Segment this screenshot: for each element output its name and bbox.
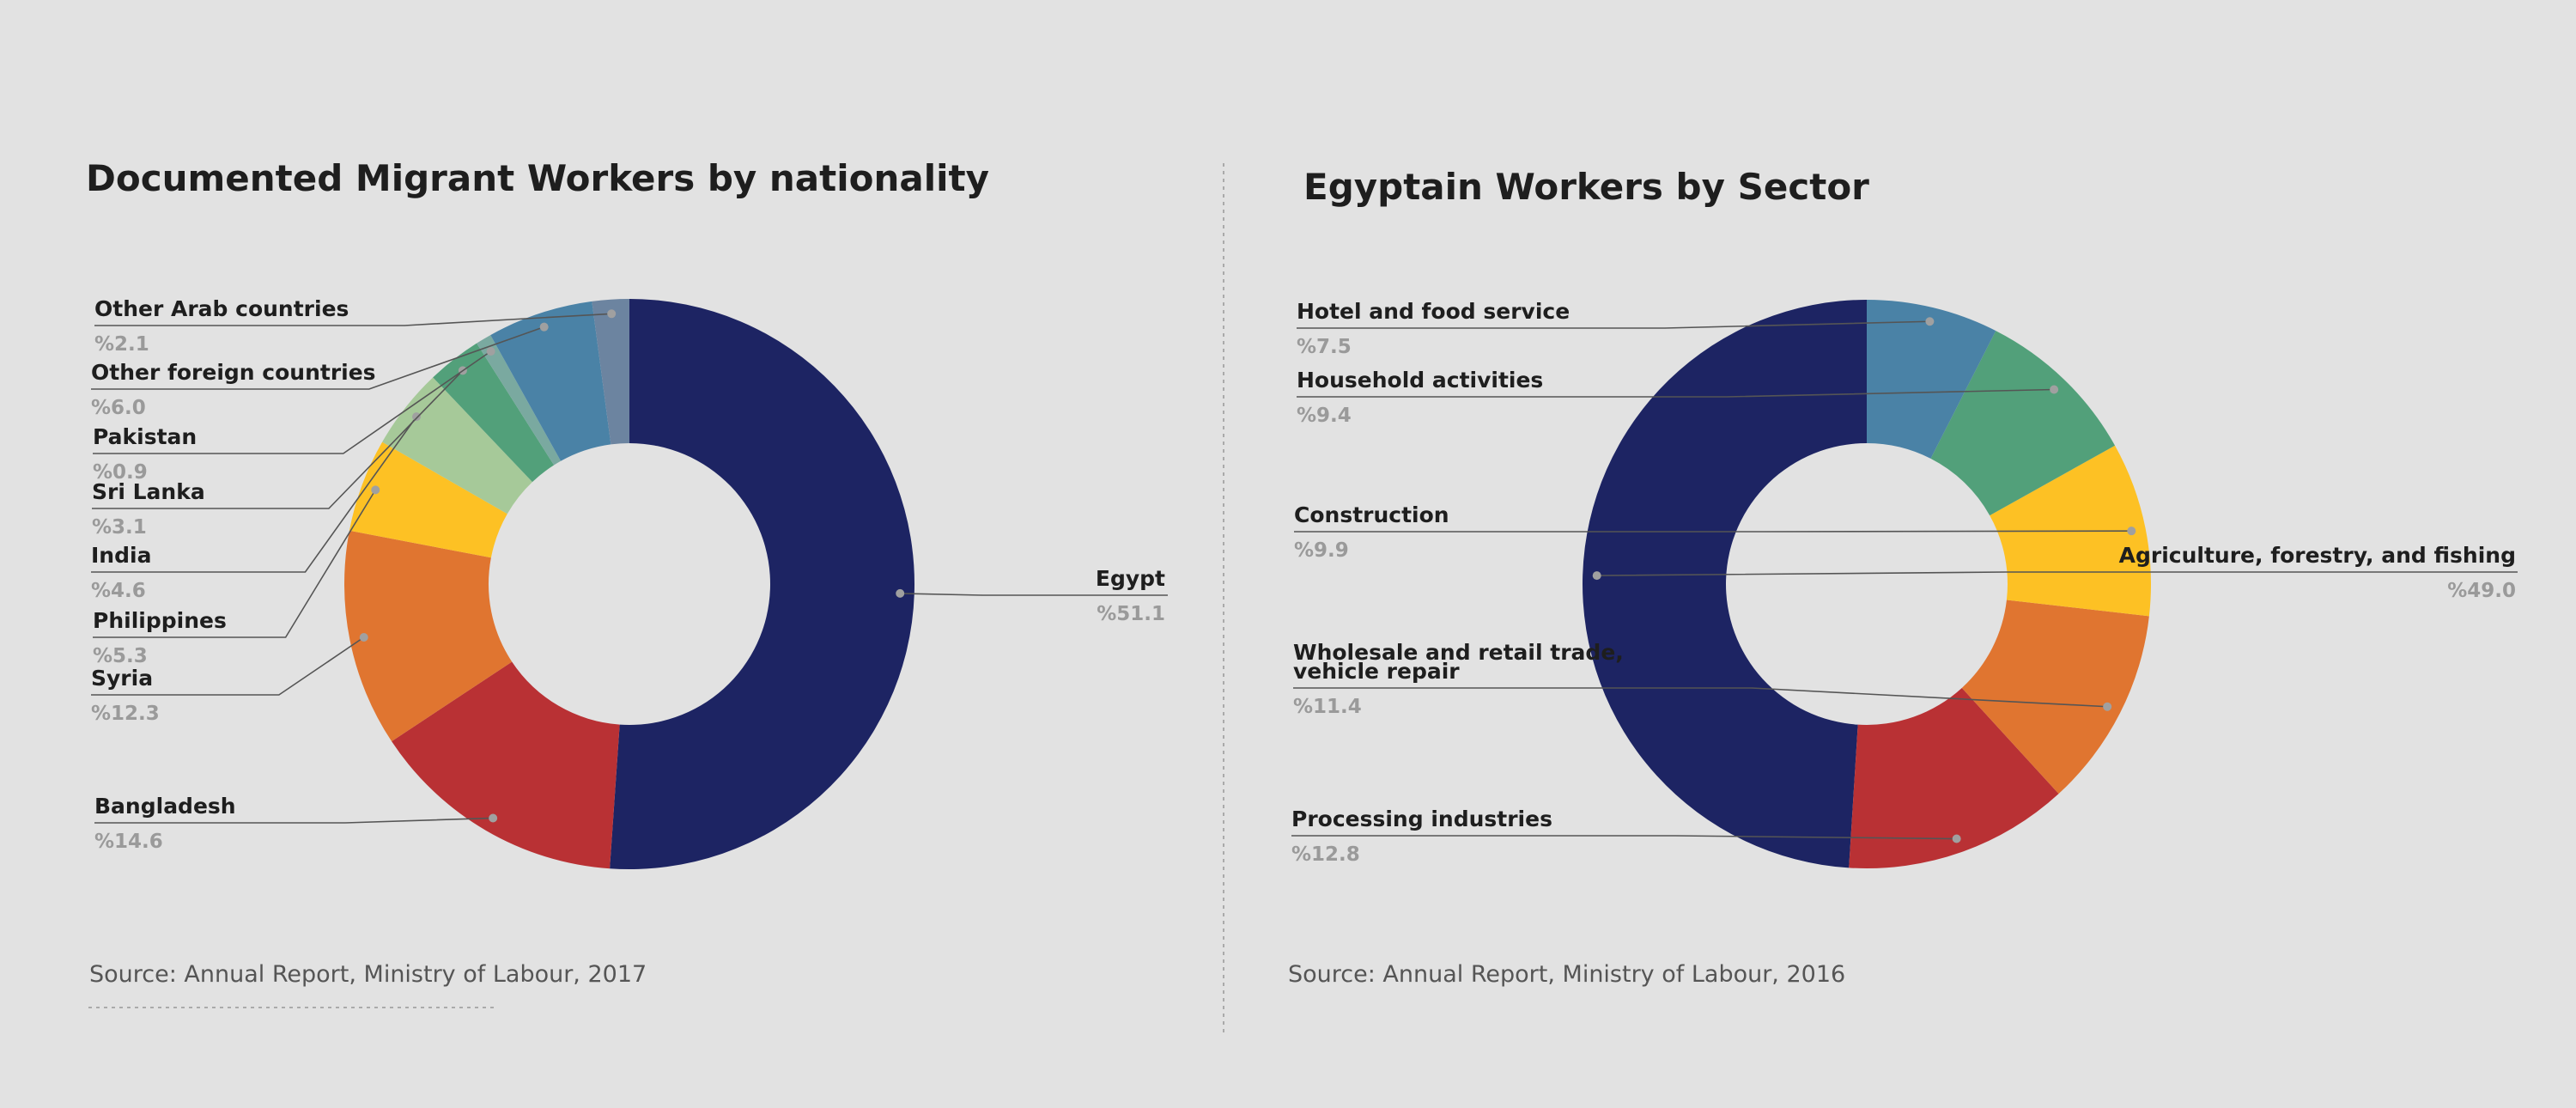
label-group-construction: Construction %9.9 — [1294, 502, 2136, 562]
leader-line — [94, 817, 494, 824]
label-group-hotel-and-food-service: Hotel and food service %7.5 — [1297, 299, 1935, 358]
slice-value: %6.0 — [91, 397, 146, 419]
slice-value: %5.3 — [93, 645, 148, 667]
leader-line — [1596, 571, 2518, 576]
slice-labels: Agriculture, forestry, and fishing %49.0 P… — [1291, 299, 2518, 866]
slice-value: %11.4 — [1293, 696, 1362, 718]
slice-sri-lanka — [433, 343, 555, 483]
slice-label: Bangladesh — [94, 794, 236, 819]
slice-label: Wholesale and retail trade, vehicle repai… — [1293, 640, 1624, 684]
chart-source: Source: Annual Report, Ministry of Labou… — [89, 961, 647, 988]
slice-pakistan — [477, 335, 562, 466]
label-group-india: India %4.6 — [91, 412, 422, 602]
slice-value: %7.5 — [1297, 336, 1352, 358]
label-group-bangladesh: Bangladesh %14.6 — [94, 794, 498, 853]
chart-title: Egyptain Workers by Sector — [1303, 166, 1869, 208]
slice-value: %49.0 — [2447, 580, 2516, 602]
leader-line — [91, 416, 417, 573]
slice-label: Processing industries — [1291, 807, 1552, 831]
chart-title: Documented Migrant Workers by nationalit… — [86, 157, 989, 199]
slice-value: %51.1 — [1097, 603, 1165, 625]
leader-dot — [896, 588, 905, 598]
leader-line — [1297, 320, 1930, 329]
leader-dot — [359, 633, 368, 642]
slice-value: %3.1 — [92, 516, 147, 539]
slice-hotel-and-food-service — [1867, 300, 1996, 459]
label-group-other-foreign-countries: Other foreign countries %6.0 — [91, 322, 549, 419]
slice-label: Other Arab countries — [94, 296, 349, 321]
sector-donut-chart: Egyptain Workers by Sector Agriculture, … — [1288, 166, 2518, 988]
slice-household-activities — [1930, 331, 2116, 516]
slice-value: %4.6 — [91, 580, 146, 602]
leader-dot — [1952, 834, 1961, 843]
label-group-agriculture-forestry-and-fishing: Agriculture, forestry, and fishing %49.0 — [1592, 543, 2518, 602]
slice-other-arab-countries — [592, 299, 629, 445]
slice-philippines — [349, 441, 507, 558]
label-group-other-arab-countries: Other Arab countries %2.1 — [94, 296, 617, 356]
slice-labels: Egypt %51.1 Bangladesh %14.6 Syria %12.3 Phili… — [91, 296, 1168, 853]
chart-source: Source: Annual Report, Ministry of Labou… — [1288, 961, 1845, 988]
slice-processing-industries — [1849, 687, 2059, 868]
slice-label: Pakistan — [93, 424, 197, 449]
slice-other-foreign-countries — [490, 301, 611, 461]
slice-label: Egypt — [1096, 566, 1165, 591]
label-group-pakistan: Pakistan %0.9 — [93, 347, 495, 484]
slice-label: Agriculture, forestry, and fishing — [2119, 543, 2516, 568]
leader-line — [1291, 835, 1957, 840]
leader-dot — [412, 412, 422, 422]
slice-label: Syria — [91, 666, 153, 691]
slice-value: %14.6 — [94, 831, 163, 853]
leader-dot — [2103, 702, 2112, 711]
slice-label: Hotel and food service — [1297, 299, 1570, 324]
slice-label: Philippines — [93, 608, 227, 633]
slice-value: %12.8 — [1291, 843, 1360, 866]
slice-label: Other foreign countries — [91, 360, 376, 385]
slice-value: %2.1 — [94, 333, 149, 356]
slice-value: %9.9 — [1294, 539, 1349, 562]
label-group-philippines: Philippines %5.3 — [93, 485, 380, 667]
slice-label: Construction — [1294, 502, 1449, 527]
slice-wholesale-and-retail-trade-vehicle-repair — [1961, 600, 2149, 794]
leader-dot — [1592, 571, 1601, 581]
leader-line — [1293, 687, 2108, 708]
nationality-donut-chart: Documented Migrant Workers by nationalit… — [86, 157, 1168, 988]
slice-india — [382, 377, 532, 514]
label-group-egypt: Egypt %51.1 — [896, 566, 1168, 625]
label-group-household-activities: Household activities %9.4 — [1297, 368, 2059, 427]
slice-egypt — [610, 299, 915, 869]
leader-line — [91, 326, 544, 390]
slice-label: Sri Lanka — [92, 479, 205, 504]
slice-label: India — [91, 543, 151, 568]
leader-line — [1297, 388, 2055, 398]
leader-line — [900, 593, 1168, 596]
slice-bangladesh — [392, 661, 620, 869]
slice-value: %12.3 — [91, 703, 160, 725]
leader-line — [93, 489, 376, 638]
donut-slices — [344, 299, 915, 869]
leader-line — [92, 369, 464, 509]
label-group-sri-lanka: Sri Lanka %3.1 — [92, 366, 467, 539]
leader-dot — [489, 813, 498, 823]
label-group-wholesale-and-retail-trade-vehicle-repair: Wholesale and retail trade, vehicle repai… — [1293, 640, 2112, 718]
slice-value: %9.4 — [1297, 405, 1352, 427]
leader-dot — [2050, 385, 2059, 394]
leader-dot — [2127, 527, 2136, 536]
slice-value: %0.9 — [93, 461, 148, 484]
label-group-syria: Syria %12.3 — [91, 633, 368, 725]
leader-dot — [371, 485, 380, 495]
donut-slices — [1582, 300, 2151, 868]
slice-agriculture-forestry-and-fishing — [1582, 300, 1867, 868]
slice-label: Household activities — [1297, 368, 1543, 393]
label-group-processing-industries: Processing industries %12.8 — [1291, 807, 1961, 866]
leader-line — [91, 636, 365, 696]
leader-line — [1294, 530, 2132, 533]
leader-line — [93, 350, 492, 454]
leader-line — [94, 313, 612, 326]
leader-dot — [607, 309, 617, 319]
slice-syria — [344, 530, 513, 742]
leader-dot — [486, 347, 495, 356]
leader-dot — [539, 322, 549, 332]
leader-dot — [1925, 317, 1935, 326]
